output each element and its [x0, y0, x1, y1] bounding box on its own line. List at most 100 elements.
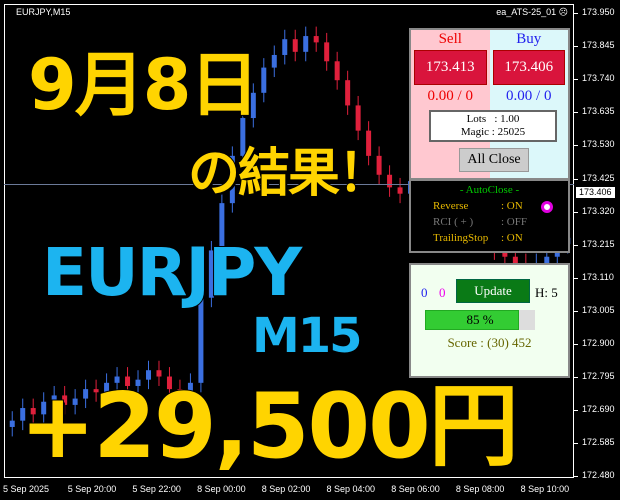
- candle-body: [345, 80, 351, 106]
- price-tick-label: 173.635: [582, 106, 615, 117]
- price-tick: [574, 79, 578, 81]
- candle-body: [366, 130, 372, 156]
- candle-body: [240, 118, 246, 156]
- candle-body: [104, 382, 110, 393]
- candle-body: [229, 155, 235, 204]
- candle-body: [114, 376, 120, 383]
- candle-body: [166, 376, 172, 390]
- rci-label: RCI ( + ): [433, 216, 474, 228]
- chart-area[interactable]: [4, 4, 574, 478]
- autoclose-panel: - AutoClose - Reverse : ON RCI ( + ) : O…: [409, 179, 570, 253]
- h-value: H: 5: [535, 285, 558, 300]
- price-tick: [574, 410, 578, 412]
- progress-bar: 85 %: [425, 310, 535, 330]
- price-tick-label: 173.845: [582, 40, 615, 51]
- price-tick: [574, 211, 578, 213]
- count-magenta: 0: [439, 285, 446, 300]
- candle-body: [9, 420, 15, 427]
- progress-fill: [425, 310, 519, 330]
- candle-body: [512, 256, 518, 264]
- price-tick: [574, 145, 578, 147]
- count-blue: 0: [421, 285, 428, 300]
- candle-body: [261, 67, 267, 93]
- price-tick-label: 173.110: [582, 271, 614, 282]
- candle-body: [334, 61, 340, 81]
- price-tick: [574, 244, 578, 246]
- price-tick-label: 173.740: [582, 73, 615, 84]
- candle-body: [271, 54, 277, 68]
- candle-body: [355, 105, 361, 131]
- price-tick-label: 173.530: [582, 139, 615, 150]
- price-tick-label: 172.690: [582, 404, 615, 415]
- candle-body: [83, 389, 89, 399]
- rci-value: : OFF: [501, 216, 527, 228]
- ea-name-text: ea_ATS-25_01: [496, 7, 557, 17]
- overlay-date: 9月8日: [27, 44, 260, 126]
- candle-body: [397, 187, 403, 194]
- price-tick-label: 173.425: [582, 172, 615, 183]
- progress-text: 85 %: [466, 312, 494, 327]
- price-tick: [574, 277, 578, 279]
- candle-body: [282, 39, 288, 55]
- overlay-timeframe: M15: [251, 308, 364, 364]
- trailing-value: : ON: [501, 232, 523, 244]
- score-text: Score : (30) 452: [447, 335, 532, 350]
- reverse-label: Reverse: [433, 200, 469, 212]
- time-tick-label: 8 Sep 08:00: [455, 484, 505, 494]
- candle-body: [30, 408, 36, 415]
- candle-body: [219, 203, 225, 251]
- magic: Magic : 25025: [460, 126, 526, 138]
- candle-body: [198, 297, 204, 383]
- candle-body: [313, 36, 319, 43]
- update-button[interactable]: Update: [456, 279, 530, 303]
- price-tick: [574, 377, 578, 379]
- overlay-pair: EURJPY: [41, 234, 303, 311]
- buy-side: Buy 173.406 0.00 / 0: [489, 30, 568, 178]
- autoclose-title: - AutoClose -: [459, 184, 520, 196]
- price-tick: [574, 178, 578, 180]
- price-tick-label: 172.585: [582, 437, 615, 448]
- overlay-profit: +29,500円: [19, 374, 520, 479]
- candle-body: [41, 401, 47, 415]
- candle-body: [187, 382, 193, 396]
- price-tick-label: 172.480: [582, 470, 615, 481]
- ea-name: ea_ATS-25_01 ☹: [496, 7, 568, 18]
- sell-pl: 0.00 / 0: [427, 88, 473, 104]
- sell-button[interactable]: 173.413: [414, 50, 487, 85]
- sell-side: Sell 173.413 0.00 / 0: [411, 30, 490, 178]
- candle-body: [146, 370, 151, 380]
- candle-body: [544, 256, 550, 264]
- lots: Lots : 1.00: [466, 113, 520, 125]
- candle-body: [303, 36, 309, 52]
- symbol-label: EURJPY,M15: [16, 7, 71, 17]
- candle-body: [62, 395, 68, 405]
- buy-button[interactable]: 173.406: [492, 50, 565, 85]
- price-tick: [574, 443, 578, 445]
- time-tick-label: 5 Sep 20:00: [67, 484, 117, 494]
- time-tick-label: 8 Sep 10:00: [520, 484, 570, 494]
- time-tick-label: 8 Sep 00:00: [197, 484, 246, 494]
- candle-body: [51, 395, 57, 402]
- candle-body: [93, 389, 99, 393]
- candle-body: [20, 408, 26, 421]
- candle-body: [376, 155, 382, 175]
- overlay-result: の結果！: [187, 144, 391, 204]
- price-tick-label: 173.215: [582, 238, 615, 249]
- all-close-button[interactable]: All Close: [459, 148, 529, 172]
- candle-body: [250, 92, 256, 119]
- time-tick-label: 8 Sep 04:00: [326, 484, 376, 494]
- time-tick-label: 5 Sep 2025: [3, 484, 50, 494]
- buy-label: Buy: [516, 31, 542, 47]
- current-price-line: [4, 184, 574, 185]
- trailing-label: TrailingStop: [433, 232, 489, 244]
- price-tick: [574, 13, 578, 14]
- time-tick-label: 8 Sep 02:00: [261, 484, 311, 494]
- candle-body: [292, 39, 298, 52]
- price-tick: [574, 476, 578, 478]
- candle-body: [324, 42, 330, 62]
- time-tick-label: 5 Sep 22:00: [132, 484, 181, 494]
- price-tick: [574, 310, 578, 312]
- buy-pl: 0.00 / 0: [506, 88, 552, 104]
- price-tick: [574, 344, 578, 345]
- reverse-value: : ON: [501, 200, 523, 212]
